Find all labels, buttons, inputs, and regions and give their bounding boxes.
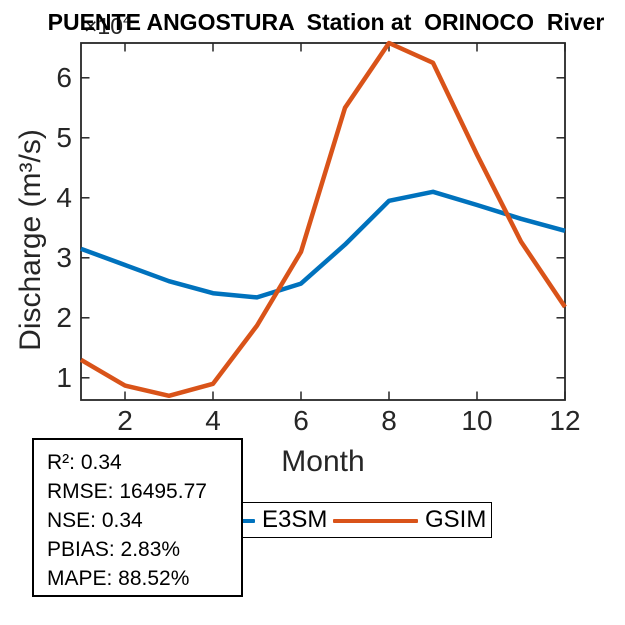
y-tick-label: 4 bbox=[56, 181, 72, 213]
x-axis-label: Month bbox=[281, 445, 365, 478]
legend-line-sample-gsim bbox=[333, 518, 418, 523]
x-tick-label: 10 bbox=[461, 405, 493, 436]
y-tick-label: 5 bbox=[56, 121, 72, 153]
x-tick-label: 2 bbox=[117, 405, 133, 436]
stat-line-nse: NSE: 0.34 bbox=[47, 509, 143, 532]
y-axis-exponent-power: 4 bbox=[123, 12, 132, 29]
y-tick-label: 1 bbox=[56, 361, 72, 393]
stat-line-pbias: PBIAS: 2.83% bbox=[47, 538, 181, 561]
x-tick-label: 4 bbox=[205, 405, 221, 436]
stat-line-mape: MAPE: 88.52% bbox=[47, 567, 190, 590]
legend-label-e3sm: E3SM bbox=[262, 506, 328, 533]
stat-line-r2: R²: 0.34 bbox=[47, 451, 122, 474]
y-tick-label: 2 bbox=[56, 301, 72, 333]
y-tick-label: 6 bbox=[56, 61, 72, 93]
stat-line-rmse: RMSE: 16495.77 bbox=[47, 480, 207, 503]
series-line-gsim bbox=[79, 40, 567, 399]
y-axis-exponent-base: ×10 bbox=[84, 13, 124, 39]
x-tick-label: 8 bbox=[381, 405, 397, 436]
x-tick-label: 6 bbox=[293, 405, 309, 436]
chart-title: PUENTE ANGOSTURA Station at ORINOCO Rive… bbox=[47, 9, 605, 35]
y-axis-exponent: ×104 bbox=[84, 12, 131, 40]
x-tick-label: 12 bbox=[549, 405, 581, 436]
series-line-e3sm bbox=[80, 189, 566, 300]
y-tick-label: 3 bbox=[56, 241, 72, 273]
legend-label-gsim: GSIM bbox=[425, 506, 487, 533]
stats-box: R²: 0.34 RMSE: 16495.77 NSE: 0.34 PBIAS:… bbox=[32, 438, 243, 597]
axis-box bbox=[80, 42, 566, 401]
